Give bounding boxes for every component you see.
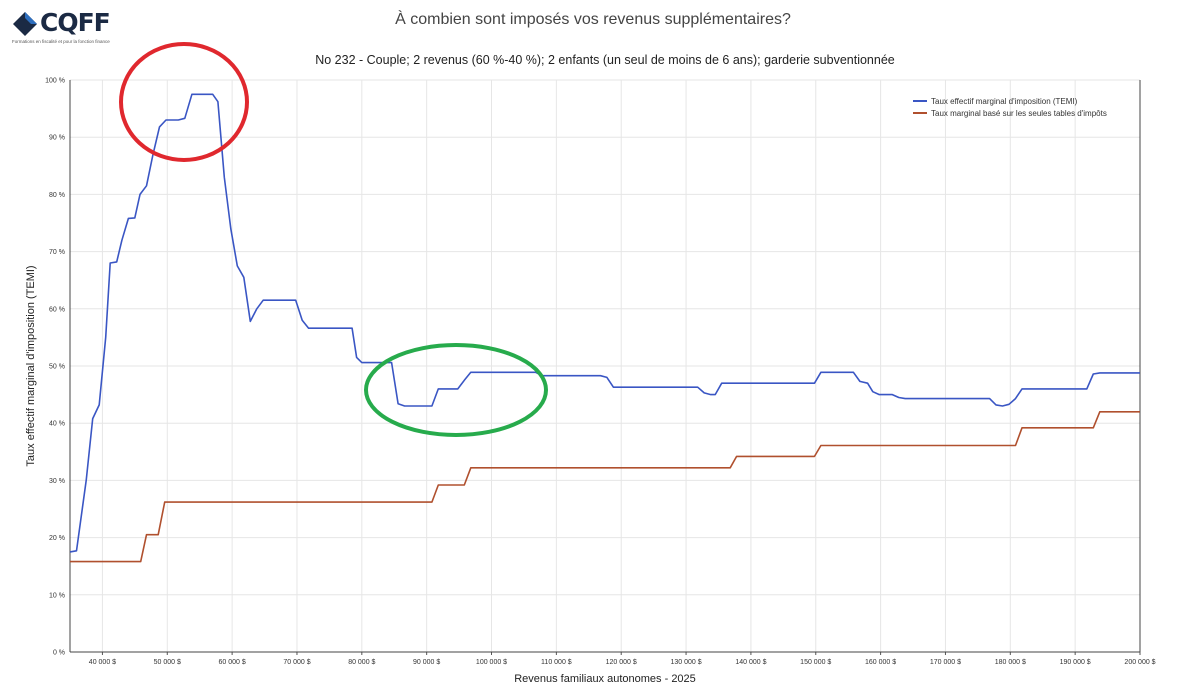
x-tick-label: 170 000 $ xyxy=(930,659,961,666)
x-tick-label: 40 000 $ xyxy=(89,659,116,666)
series-layer xyxy=(69,93,1140,563)
x-tick-label: 140 000 $ xyxy=(735,659,766,666)
x-tick-label: 120 000 $ xyxy=(606,659,637,666)
legend: Taux effectif marginal d'imposition (TEM… xyxy=(913,97,1107,118)
logo-text: CQFF xyxy=(40,8,111,37)
x-tick-label: 180 000 $ xyxy=(995,659,1026,666)
annotation-layer xyxy=(119,42,548,437)
y-tick-label: 90 % xyxy=(49,135,65,142)
chart-subtitle: No 232 - Couple; 2 revenus (60 %-40 %); … xyxy=(315,53,895,67)
x-tick-label: 70 000 $ xyxy=(283,659,310,666)
green-circle-annotation xyxy=(364,343,548,437)
logo-tagline: Formations en fiscalité et pour la fonct… xyxy=(12,39,110,44)
y-tick-label: 60 % xyxy=(49,306,65,313)
x-tick-label: 150 000 $ xyxy=(800,659,831,666)
x-tick-label: 90 000 $ xyxy=(413,659,440,666)
series-line-tax-tables xyxy=(70,411,1140,563)
y-tick-label: 20 % xyxy=(49,535,65,542)
x-tick-label: 130 000 $ xyxy=(670,659,701,666)
logo: CQFF Formations en fiscalité et pour la … xyxy=(10,6,140,46)
x-tick-label: 110 000 $ xyxy=(541,659,572,666)
y-tick-label: 80 % xyxy=(49,192,65,199)
y-tick-label: 50 % xyxy=(49,364,65,371)
axis-layer: 0 % 10 % 20 % 30 % 40 % 50 % 60 % 70 % 80 % 90 % 1… xyxy=(45,78,1156,667)
chart-title: À combien sont imposés vos revenus suppl… xyxy=(395,11,791,28)
x-axis-label: Revenus familiaux autonomes - 2025 xyxy=(514,673,696,685)
grid-layer xyxy=(70,79,1141,653)
y-tick-label: 70 % xyxy=(49,249,65,256)
x-tick-label: 60 000 $ xyxy=(218,659,245,666)
y-axis-label: Taux effectif marginal d'imposition (TEM… xyxy=(25,265,37,466)
x-tick-label: 80 000 $ xyxy=(348,659,375,666)
legend-label: Taux marginal basé sur les seules tables… xyxy=(931,109,1107,118)
y-tick-label: 10 % xyxy=(49,592,65,599)
y-tick-label: 30 % xyxy=(49,478,65,485)
y-tick-label: 0 % xyxy=(53,650,65,657)
y-tick-label: 100 % xyxy=(45,78,65,85)
x-tick-label: 50 000 $ xyxy=(154,659,181,666)
legend-label: Taux effectif marginal d'imposition (TEM… xyxy=(931,97,1078,106)
red-circle-annotation xyxy=(119,42,249,162)
x-tick-label: 160 000 $ xyxy=(865,659,896,666)
x-tick-label: 100 000 $ xyxy=(476,659,507,666)
y-tick-label: 40 % xyxy=(49,421,65,428)
series-line-temi xyxy=(69,93,1140,553)
x-tick-label: 190 000 $ xyxy=(1060,659,1091,666)
x-tick-label: 200 000 $ xyxy=(1124,659,1155,666)
logo-icon xyxy=(13,12,37,36)
